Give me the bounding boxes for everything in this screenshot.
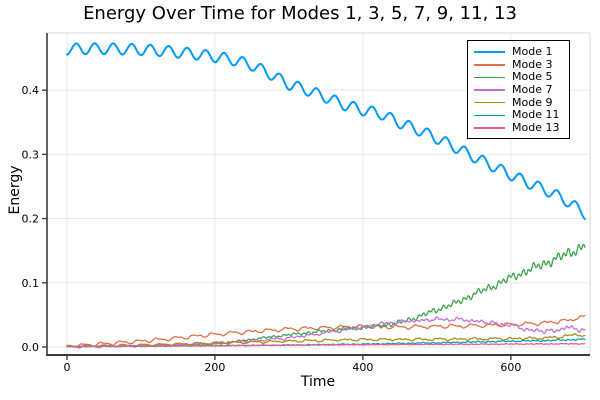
series-line-mode-1 — [65, 42, 586, 220]
legend-line-sample — [474, 127, 505, 129]
x-axis-label: Time — [300, 374, 336, 390]
legend-line-sample — [474, 101, 505, 104]
legend-item: Mode 9 — [474, 96, 565, 109]
legend-item-label: Mode 11 — [512, 108, 560, 122]
legend: Mode 1 Mode 3 Mode 5 Mode 7 Mode 9 Mode 11 Mod… — [467, 40, 570, 140]
legend-item: Mode 3 — [474, 57, 565, 72]
x-tick-label: 600 — [500, 361, 521, 374]
legend-item: Mode 1 — [474, 46, 565, 59]
series-line-mode-13 — [66, 342, 586, 348]
legend-item: Mode 11 — [474, 109, 565, 122]
legend-item-label: Mode 7 — [512, 83, 553, 97]
legend-item-label: Mode 5 — [512, 70, 553, 84]
y-tick-label: 0.4 — [22, 84, 40, 97]
legend-line-sample — [474, 76, 505, 79]
x-tick-label: 400 — [352, 361, 373, 374]
y-tick-label: 0.2 — [22, 213, 40, 226]
legend-item: Mode 5 — [474, 71, 565, 84]
legend-item-label: Mode 3 — [512, 57, 553, 71]
legend-line-sample — [474, 114, 505, 117]
y-tick-label: 0.3 — [22, 148, 40, 161]
legend-item-label: Mode 13 — [512, 120, 560, 134]
y-axis-label: Energy — [7, 165, 23, 215]
legend-item: Mode 7 — [474, 84, 565, 97]
legend-item: Mode 13 — [474, 120, 565, 135]
legend-line-sample — [474, 64, 505, 66]
y-tick-label: 0.1 — [22, 277, 40, 290]
legend-item-label: Mode 1 — [512, 45, 553, 59]
x-tick-label: 0 — [63, 361, 70, 374]
x-tick-label: 200 — [204, 361, 225, 374]
y-tick-label: 0.0 — [22, 341, 40, 354]
legend-line-sample — [474, 89, 505, 91]
chart-title: Energy Over Time for Modes 1, 3, 5, 7, 9… — [83, 3, 517, 24]
legend-line-sample — [474, 51, 505, 54]
legend-item-label: Mode 9 — [512, 95, 553, 109]
